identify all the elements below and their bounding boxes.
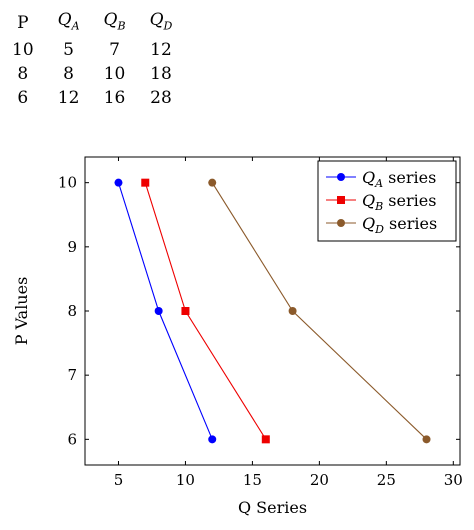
table-row: 10 5 7 12: [12, 38, 184, 62]
data-point: [181, 307, 190, 315]
data-point: [154, 307, 163, 315]
table-cell: 8: [17, 64, 29, 85]
legend-marker: [337, 219, 345, 227]
legend-label: QA series: [362, 168, 436, 190]
table-cell: 5: [63, 40, 74, 61]
data-point: [261, 435, 270, 444]
y-tick-label: 9: [67, 238, 77, 256]
data-point: [422, 435, 431, 444]
data-table: P QA QB QD 10 5 7 12 8 8 10 18 6 12 16 2…: [12, 8, 184, 110]
x-tick-label: 5: [114, 471, 124, 489]
table-cell: 10: [12, 40, 34, 61]
x-tick-label: 25: [377, 471, 396, 489]
legend-marker: [337, 196, 345, 204]
y-tick-label: 8: [67, 302, 77, 320]
x-tick-label: 15: [243, 471, 262, 489]
x-tick-label: 20: [310, 471, 329, 489]
series-2: [208, 178, 431, 444]
y-tick-label: 6: [67, 430, 77, 448]
y-tick-label: 10: [58, 174, 77, 192]
table-cell: 12: [150, 40, 172, 61]
table-header-qd: QD: [149, 10, 173, 33]
data-point: [208, 435, 217, 444]
table-cell: 16: [103, 88, 126, 109]
legend-item: QB series: [326, 191, 436, 213]
table-header-qa: QA: [57, 10, 80, 33]
legend-label: QD series: [362, 214, 437, 236]
y-tick-label: 7: [67, 366, 77, 384]
table-cell: 8: [63, 64, 74, 85]
table-header-p: P: [17, 13, 29, 34]
data-point: [288, 307, 297, 315]
series-0: [114, 178, 217, 444]
y-axis-label: P Values: [12, 277, 31, 346]
legend-item: QA series: [326, 168, 436, 190]
table-cell: 10: [103, 64, 126, 85]
series-1: [141, 178, 270, 444]
table-cell: 18: [150, 64, 172, 85]
table-cell: 12: [57, 88, 80, 109]
data-point: [141, 178, 150, 187]
x-tick-label: 30: [444, 471, 463, 489]
legend-item: QD series: [326, 214, 437, 236]
table-header-qb: QB: [103, 10, 126, 33]
legend-label: QB series: [362, 191, 436, 213]
table-cell: 7: [109, 40, 120, 61]
series-line: [144, 182, 267, 440]
x-tick-label: 10: [176, 471, 195, 489]
table-row: 8 8 10 18: [12, 62, 184, 86]
table-row: 6 12 16 28: [12, 86, 184, 110]
legend-marker: [337, 173, 345, 181]
data-point: [208, 178, 217, 187]
table-cell: 28: [150, 88, 172, 109]
series-line: [117, 182, 213, 440]
x-axis-label: Q Series: [238, 498, 307, 517]
data-point: [114, 178, 123, 187]
table-header-row: P QA QB QD: [12, 8, 184, 38]
table-cell: 6: [17, 88, 29, 109]
